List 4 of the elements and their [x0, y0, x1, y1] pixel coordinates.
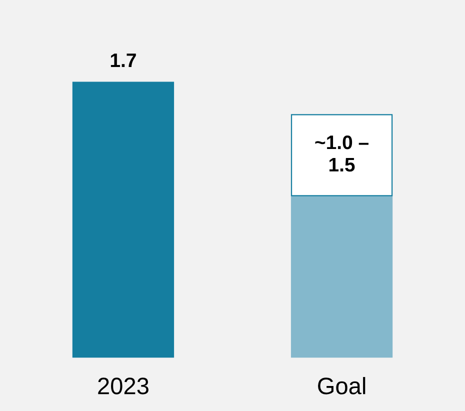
x-tick-label: Goal — [318, 377, 366, 394]
data-label: ~1.0 – 1.5 — [315, 135, 368, 172]
x-tick-label: 2023 — [98, 378, 148, 394]
data-label: 1.7 — [110, 54, 136, 67]
